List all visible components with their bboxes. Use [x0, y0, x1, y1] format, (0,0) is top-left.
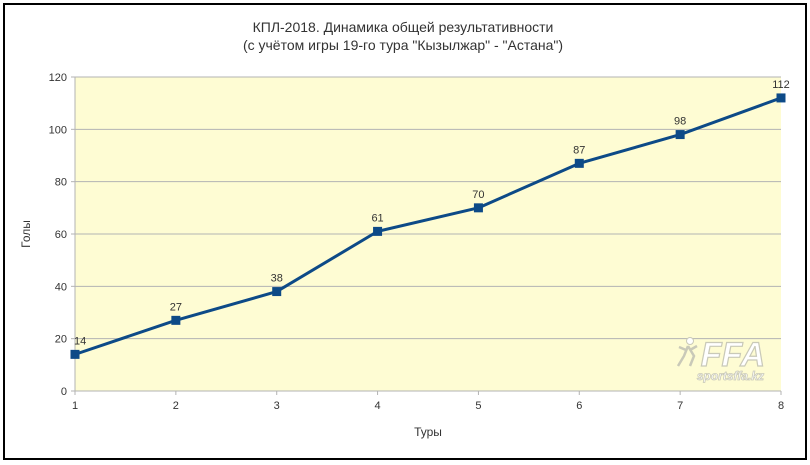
data-label-6: 87	[573, 144, 585, 156]
y-tick-label-1: 20	[55, 334, 67, 346]
data-label-3: 38	[271, 273, 283, 285]
data-label-1: 14	[74, 335, 86, 347]
x-axis-ticks: 1 2 3 4 5 6 7 8	[72, 391, 784, 412]
data-point-1	[70, 349, 80, 359]
series-line	[70, 93, 786, 359]
data-label-5: 70	[472, 189, 484, 201]
y-tick-label-4: 80	[55, 177, 67, 189]
data-point-3	[272, 287, 282, 297]
x-tick-label-6: 7	[677, 400, 683, 412]
y-tick-label-5: 100	[49, 124, 67, 136]
data-point-2	[171, 315, 181, 325]
x-tick-label-4: 5	[475, 400, 481, 412]
chart-title: КПЛ-2018. Динамика общей результативност…	[0, 18, 806, 54]
data-label-2: 27	[170, 301, 182, 313]
y-tick-label-3: 60	[55, 229, 67, 241]
y-axis-ticks: 0 20 40 60 80 100 120	[49, 72, 75, 398]
x-tick-label-1: 2	[173, 400, 179, 412]
watermark-logo: FFA	[701, 336, 765, 374]
chart-title-line-1: КПЛ-2018. Динамика общей результативност…	[252, 19, 554, 35]
watermark-site: sportsffa.kz	[697, 369, 764, 383]
watermark-player-icon	[676, 337, 698, 367]
data-labels: 14 27 38 61 70 87 98 112	[74, 79, 790, 347]
y-axis-label: Голы	[19, 220, 33, 248]
x-tick-label-5: 6	[576, 400, 582, 412]
data-point-5	[473, 203, 483, 213]
series-polyline	[74, 96, 782, 356]
x-tick-label-0: 1	[72, 400, 78, 412]
data-point-8	[776, 93, 786, 103]
y-tick-label-2: 40	[55, 281, 67, 293]
data-label-4: 61	[371, 212, 383, 224]
x-axis-label: Туры	[414, 425, 442, 439]
y-tick-label-6: 120	[49, 72, 67, 84]
x-tick-label-7: 8	[778, 400, 784, 412]
data-point-7	[675, 130, 685, 140]
data-point-6	[574, 158, 584, 168]
y-tick-label-0: 0	[61, 386, 67, 398]
chart-title-line-2: (с учётом игры 19-го тура "Кызылжар" - "…	[242, 37, 564, 53]
data-label-8: 112	[772, 79, 790, 91]
data-label-7: 98	[674, 116, 686, 128]
x-tick-label-2: 3	[274, 400, 280, 412]
data-point-4	[373, 226, 383, 236]
x-tick-label-3: 4	[375, 400, 381, 412]
